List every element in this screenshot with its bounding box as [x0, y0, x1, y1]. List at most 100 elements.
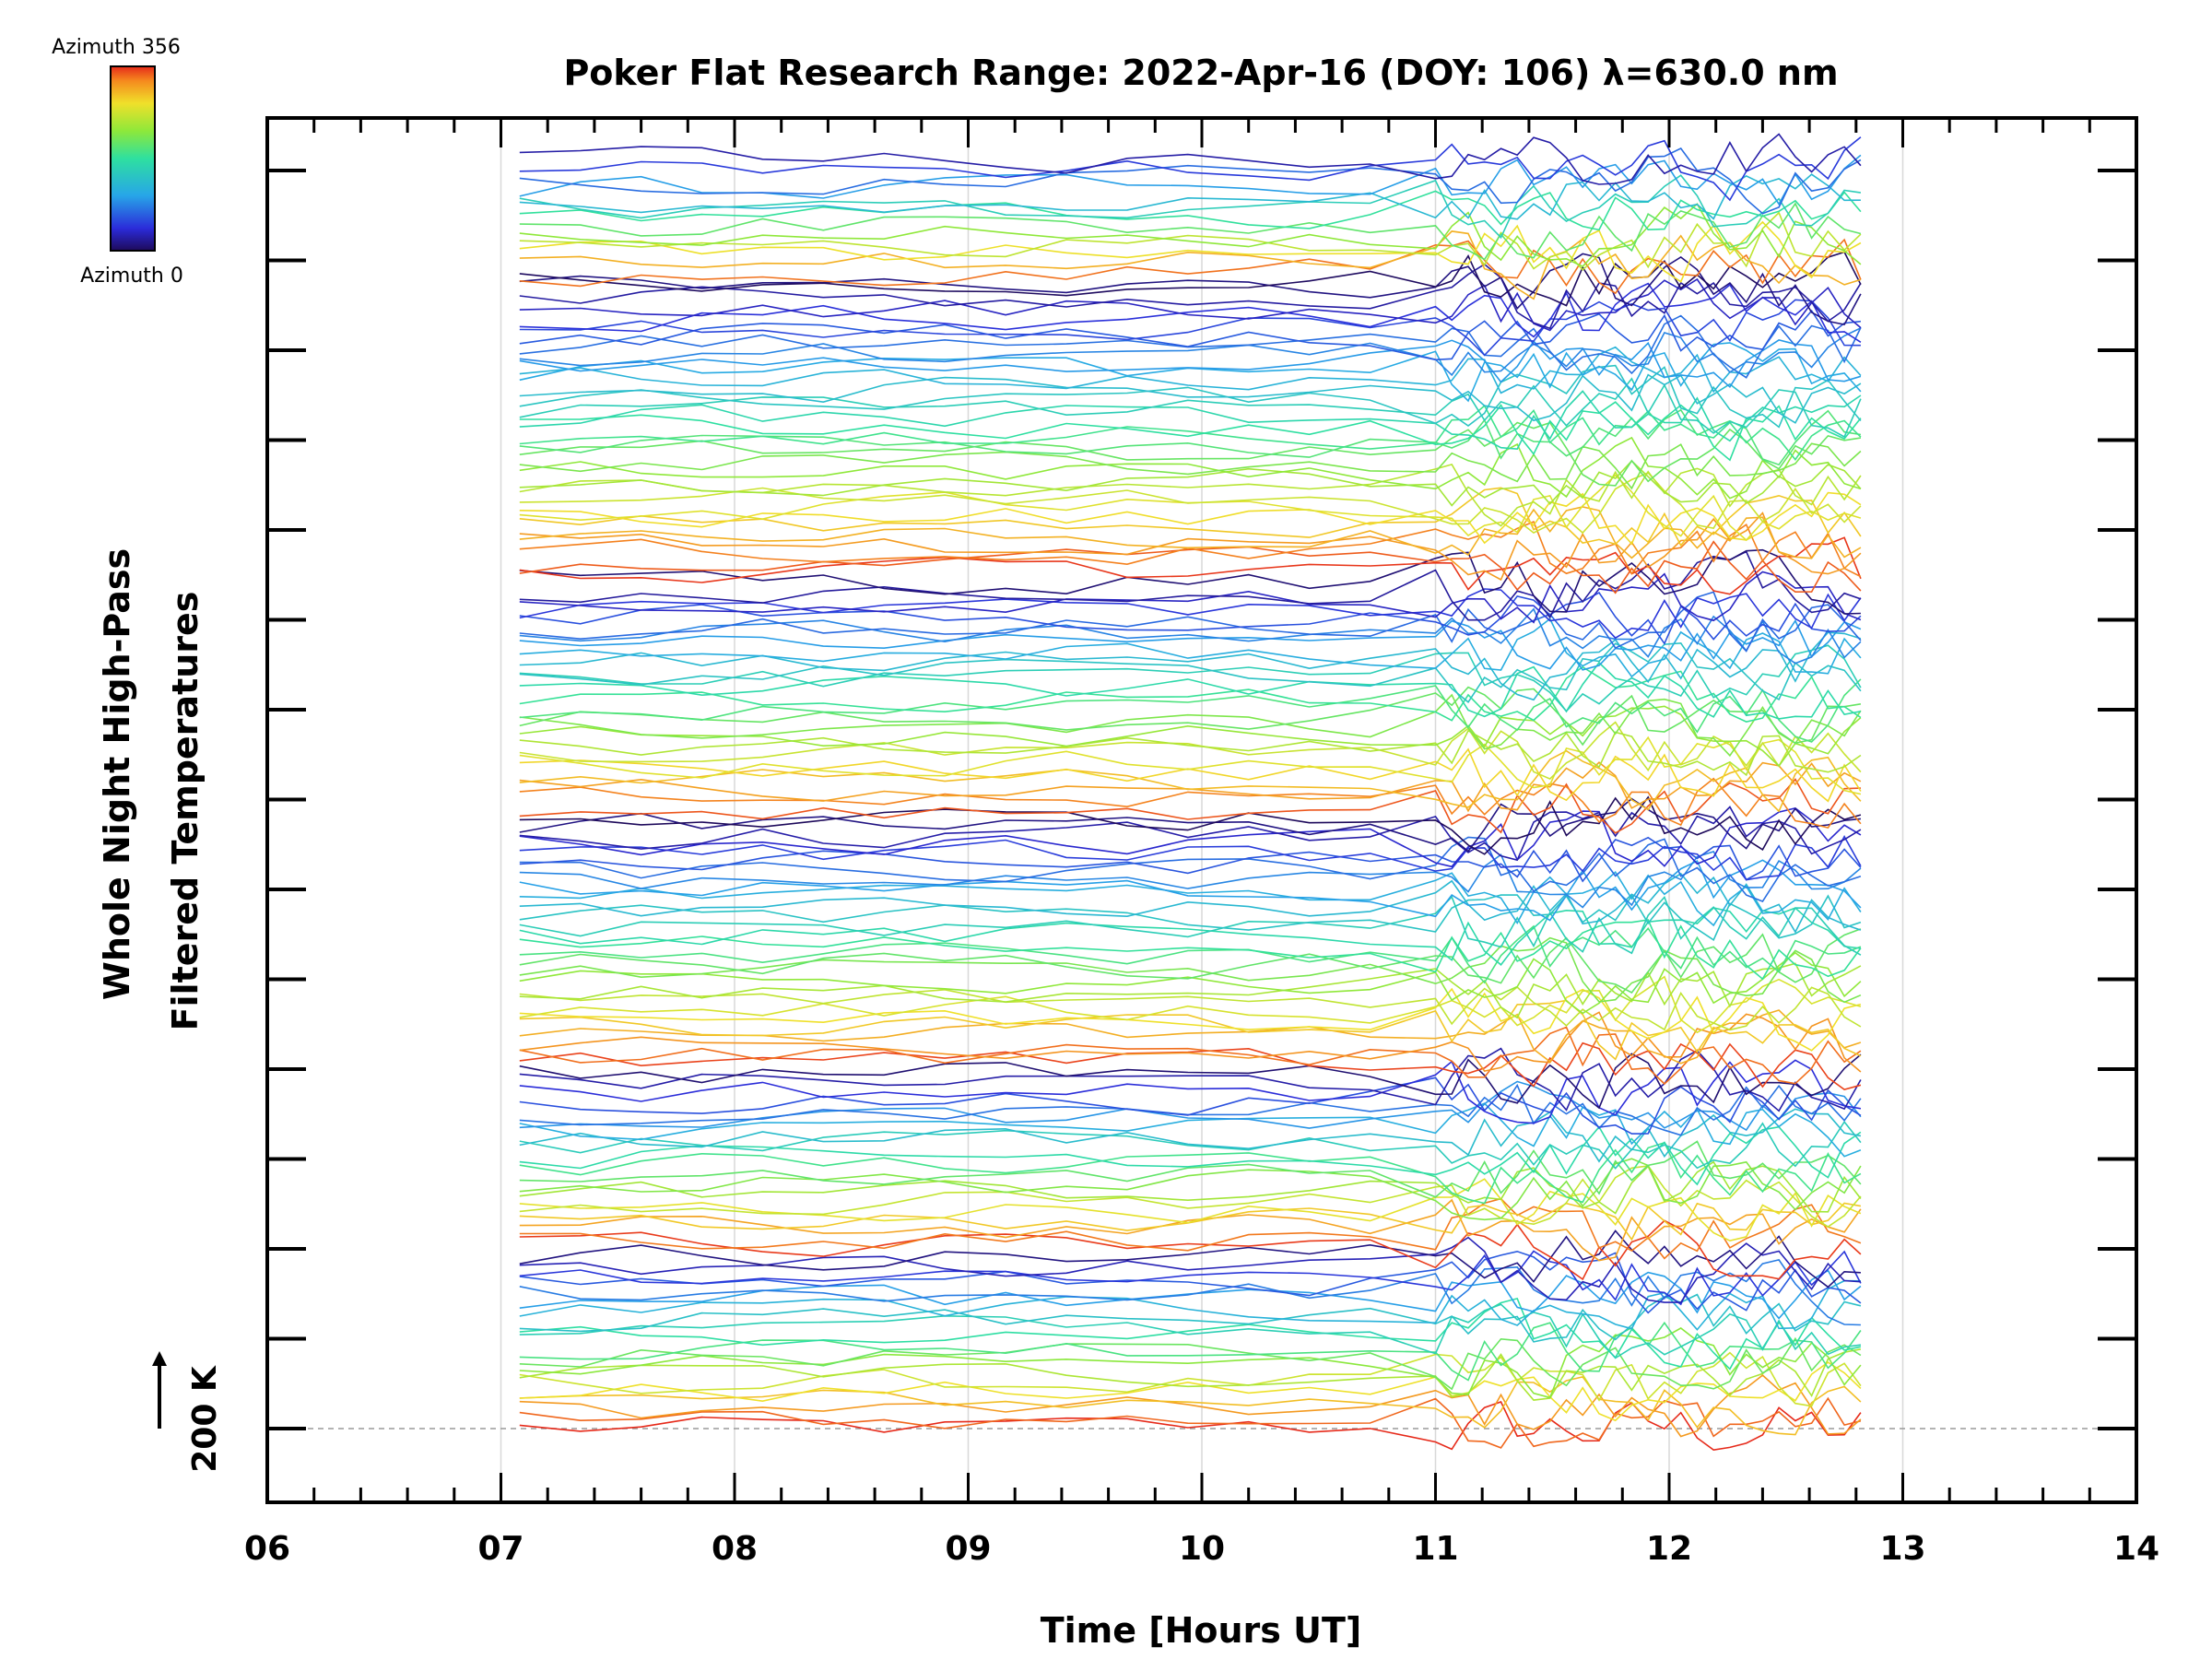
- series-line: [519, 631, 1862, 701]
- series-line: [519, 678, 1862, 743]
- series-line: [519, 1059, 1862, 1124]
- series-line: [519, 1293, 1862, 1343]
- series-line: [519, 1041, 1862, 1090]
- series-line: [519, 512, 1862, 582]
- series-line: [519, 133, 1862, 185]
- series-line: [519, 924, 1862, 984]
- series-line: [519, 463, 1862, 527]
- series-line: [519, 661, 1862, 720]
- series-line: [519, 487, 1862, 547]
- series-line: [519, 749, 1862, 813]
- series-line: [519, 999, 1862, 1061]
- series-line: [519, 342, 1862, 403]
- colorbar-top-label: Azimuth 356: [52, 36, 181, 59]
- series-line: [519, 1279, 1861, 1331]
- series-line: [519, 1351, 1862, 1407]
- series-line: [519, 390, 1862, 451]
- x-tick-label: 08: [712, 1530, 758, 1568]
- series-line: [519, 314, 1862, 379]
- series-line: [519, 472, 1862, 535]
- series-line: [519, 521, 1862, 578]
- series-line: [519, 339, 1862, 389]
- scale-bar-arrow-head: [152, 1351, 167, 1366]
- series-line: [519, 806, 1862, 862]
- series-line: [519, 147, 1862, 215]
- series-line: [519, 1269, 1862, 1320]
- series-line: [519, 202, 1862, 261]
- series-line: [519, 299, 1861, 357]
- series-line: [519, 220, 1862, 283]
- series-line: [519, 870, 1862, 927]
- series-line: [519, 1303, 1862, 1359]
- series-line: [519, 851, 1862, 909]
- series-line: [519, 936, 1862, 1004]
- series-line: [519, 474, 1862, 542]
- series-line: [519, 263, 1862, 330]
- series-line: [519, 459, 1862, 507]
- series-line: [519, 421, 1862, 487]
- series-line: [519, 1321, 1862, 1382]
- x-tick-label: 06: [244, 1530, 290, 1568]
- series-line: [519, 1348, 1862, 1401]
- x-axis-label: Time [Hours UT]: [1041, 1610, 1362, 1651]
- series-line: [519, 491, 1862, 546]
- series-line: [519, 1165, 1862, 1228]
- series-line: [519, 588, 1862, 640]
- series-line: [519, 442, 1862, 490]
- series-line: [519, 1219, 1862, 1281]
- series-line: [519, 1141, 1862, 1205]
- series-line: [519, 894, 1862, 941]
- series-line: [519, 506, 1862, 559]
- x-tick-label: 13: [1879, 1530, 1925, 1568]
- series-line: [519, 975, 1862, 1034]
- series-line: [519, 203, 1862, 268]
- series-line: [519, 377, 1862, 439]
- chart-title: Poker Flat Research Range: 2022-Apr-16 (…: [563, 53, 1838, 93]
- series-line: [519, 985, 1862, 1031]
- grid: [267, 118, 2136, 1502]
- series-line: [519, 1396, 1862, 1449]
- series-line: [519, 1250, 1862, 1314]
- scale-bar: 200 K: [152, 1351, 224, 1473]
- series-line: [519, 154, 1862, 206]
- series-line: [519, 618, 1862, 671]
- series-line: [519, 1230, 1861, 1288]
- scale-bar-label: 200 K: [186, 1365, 224, 1473]
- series-line: [519, 835, 1862, 881]
- axes: 06 07 08 09 10 11 12 13 14: [244, 116, 2159, 1568]
- series-line: [519, 251, 1862, 307]
- series-line: [519, 436, 1862, 500]
- series-line: [519, 309, 1861, 361]
- series-line: [519, 364, 1862, 429]
- series-line: [519, 872, 1862, 934]
- series-line: [519, 836, 1862, 883]
- series-line: [519, 1080, 1862, 1132]
- series-line: [519, 1009, 1862, 1065]
- series-line: [519, 1120, 1862, 1170]
- series-line: [519, 693, 1862, 758]
- series-line: [519, 277, 1862, 332]
- series-line: [519, 1197, 1862, 1260]
- colorbar-bottom-label: Azimuth 0: [80, 265, 183, 288]
- y-axis-label-line2: Filtered Temperatures: [165, 592, 206, 1031]
- series-line: [519, 591, 1862, 653]
- series-line: [519, 548, 1861, 615]
- y-axis-label-line1: Whole Night High-Pass: [97, 548, 137, 1000]
- x-tick-label: 14: [2113, 1530, 2159, 1568]
- series-line: [519, 405, 1862, 461]
- series-line: [519, 987, 1862, 1052]
- series-line: [519, 136, 1862, 202]
- series-line: [519, 550, 1862, 621]
- series-line: [519, 1198, 1862, 1262]
- series-line: [519, 735, 1862, 795]
- series-line: [519, 571, 1862, 624]
- x-tick-label: 12: [1646, 1530, 1692, 1568]
- colorbar-gradient: [110, 65, 156, 252]
- series-line: [519, 919, 1862, 981]
- series-line: [519, 1336, 1862, 1391]
- series-line: [519, 962, 1862, 1019]
- series-line: [519, 1158, 1862, 1221]
- series-line: [519, 1327, 1862, 1399]
- series-line: [519, 705, 1862, 768]
- series-line: [519, 536, 1862, 595]
